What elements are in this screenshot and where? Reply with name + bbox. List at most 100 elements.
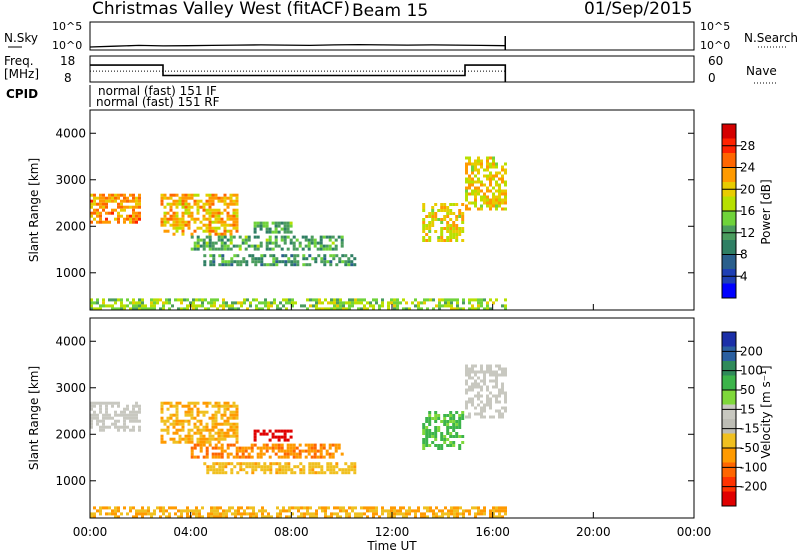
echo-cell: [253, 432, 257, 436]
echo-cell: [357, 512, 360, 516]
echo-cell: [462, 515, 465, 519]
echo-cell: [477, 189, 480, 193]
echo-cell: [129, 307, 132, 311]
echo-cell: [135, 301, 138, 305]
echo-cell: [287, 468, 291, 472]
echo-cell: [169, 214, 173, 218]
echo-cell: [141, 509, 144, 513]
echo-cell: [135, 214, 138, 218]
echo-cell: [260, 468, 264, 472]
echo-cell: [348, 506, 351, 510]
echo-cell: [229, 410, 233, 414]
echo-cell: [390, 301, 393, 305]
echo-cell: [504, 298, 507, 302]
echo-cell: [446, 438, 450, 441]
echo-cell: [261, 515, 264, 519]
echo-cell: [452, 441, 456, 444]
echo-cell: [322, 455, 326, 459]
echo-cell: [276, 512, 279, 516]
echo-cell: [456, 301, 459, 305]
echo-cell: [226, 434, 230, 438]
echo-cell: [229, 425, 233, 429]
echo-cell: [266, 465, 270, 469]
echo-cell: [238, 449, 242, 453]
echo-cell: [375, 509, 378, 513]
echo-cell: [160, 217, 164, 221]
echo-cell: [296, 260, 300, 264]
echo-cell: [458, 227, 462, 230]
echo-cell: [205, 422, 209, 426]
echo-cell: [254, 263, 258, 267]
echo-cell: [135, 304, 138, 308]
echo-cell: [135, 199, 138, 203]
echo-cell: [339, 509, 342, 513]
echo-cell: [431, 206, 435, 209]
echo-cell: [447, 298, 450, 302]
echo-cell: [319, 449, 323, 453]
echo-cell: [153, 509, 156, 513]
nsearch-label: N.Search: [744, 31, 798, 45]
echo-cell: [350, 260, 354, 264]
echo-cell: [268, 230, 272, 234]
echo-cell: [229, 247, 233, 251]
echo-cell: [381, 509, 384, 513]
echo-cell: [483, 192, 486, 196]
echo-cell: [337, 443, 341, 447]
echo-cell: [425, 227, 429, 230]
echo-cell: [90, 214, 93, 218]
echo-cell: [120, 301, 123, 305]
echo-cell: [211, 214, 215, 218]
echo-cell: [172, 440, 176, 444]
echo-cell: [220, 217, 224, 221]
echo-cell: [459, 307, 462, 311]
echo-cell: [423, 301, 426, 305]
echo-cell: [290, 468, 294, 472]
echo-cell: [102, 425, 105, 429]
echo-cell: [288, 509, 291, 513]
echo-cell: [477, 307, 480, 311]
echo-cell: [195, 298, 198, 302]
echo-cell: [141, 515, 144, 519]
echo-cell: [291, 301, 294, 305]
echo-cell: [434, 215, 438, 218]
echo-cell: [202, 214, 206, 218]
echo-cell: [114, 199, 117, 203]
echo-cell: [501, 174, 504, 178]
echo-cell: [440, 420, 444, 423]
echo-cell: [495, 382, 498, 386]
echo-cell: [280, 446, 284, 450]
echo-cell: [440, 447, 444, 450]
echo-cell: [471, 506, 474, 510]
echo-cell: [275, 263, 279, 267]
echo-cell: [461, 435, 465, 438]
colorbar-swatch: [722, 196, 736, 212]
echo-cell: [218, 254, 222, 258]
echo-cell: [214, 419, 218, 423]
echo-cell: [501, 391, 504, 395]
echo-cell: [474, 298, 477, 302]
echo-cell: [438, 509, 441, 513]
echo-cell: [414, 304, 417, 308]
echo-cell: [308, 465, 312, 469]
echo-cell: [190, 440, 194, 444]
echo-cell: [132, 413, 135, 417]
echo-cell: [132, 410, 135, 414]
echo-cell: [339, 515, 342, 519]
echo-cell: [480, 409, 483, 413]
echo-cell: [96, 416, 99, 420]
echo-cell: [384, 509, 387, 513]
echo-cell: [480, 180, 483, 184]
echo-cell: [273, 301, 276, 305]
echo-cell: [193, 217, 197, 221]
echo-cell: [501, 189, 504, 193]
echo-cell: [327, 307, 330, 311]
echo-cell: [160, 401, 164, 405]
echo-cell: [360, 307, 363, 311]
echo-cell: [172, 220, 176, 224]
echo-cell: [99, 199, 102, 203]
colorbar-swatch: [722, 404, 736, 420]
echo-cell: [292, 452, 296, 456]
echo-cell: [102, 208, 105, 212]
echo-cell: [229, 196, 233, 200]
echo-cell: [211, 199, 215, 203]
